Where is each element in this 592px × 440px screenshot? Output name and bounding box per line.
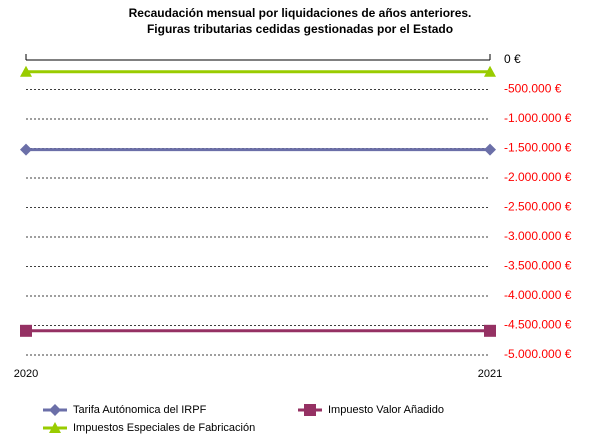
legend-label: Impuestos Especiales de Fabricación [73,422,255,434]
data-point [484,65,496,77]
y-tick-label: -5.000.000 € [504,347,572,361]
y-tick-label: -4.000.000 € [504,288,572,302]
y-tick-label: -1.000.000 € [504,111,572,125]
y-tick-label: -1.500.000 € [504,141,572,155]
data-point [20,143,32,156]
legend-label: Impuesto Valor Añadido [328,404,444,416]
data-point [484,143,496,156]
legend-marker [49,404,61,416]
data-point [20,324,32,337]
legend-marker [49,422,61,433]
y-tick-label: -2.000.000 € [504,170,572,184]
y-tick-label: -500.000 € [504,82,562,96]
y-tick-label: -2.500.000 € [504,200,572,214]
x-tick-label: 2021 [478,368,502,380]
y-tick-label: -4.500.000 € [504,318,572,332]
data-point [484,324,496,337]
y-tick-label: -3.500.000 € [504,259,572,273]
chart-title: Recaudación mensual por liquidaciones de… [129,6,472,20]
chart-title: Figuras tributarias cedidas gestionadas … [147,22,453,36]
legend-label: Tarifa Autónomica del IRPF [73,404,207,416]
legend-marker [304,404,316,416]
y-tick-label: 0 € [504,52,521,66]
x-tick-label: 2020 [14,368,38,380]
data-point [20,65,32,77]
y-tick-label: -3.000.000 € [504,229,572,243]
